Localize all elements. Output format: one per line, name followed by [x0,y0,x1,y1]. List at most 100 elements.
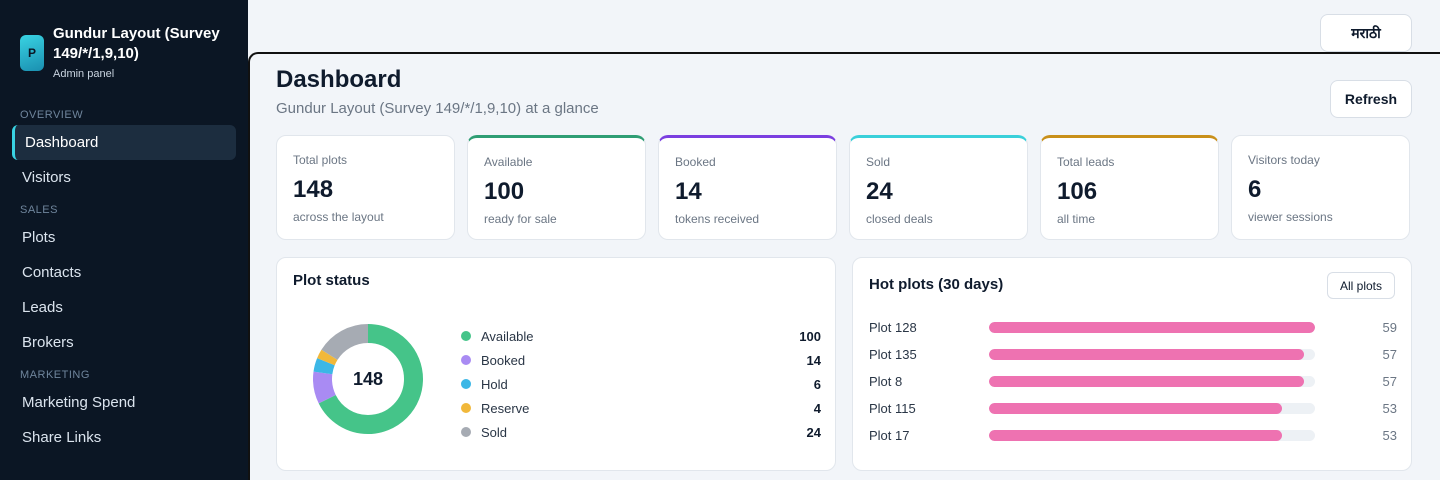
refresh-button[interactable]: Refresh [1330,80,1412,118]
legend-label: Available [481,328,534,344]
hot-plot-value: 57 [1382,374,1397,389]
sidebar-item-contacts[interactable]: Contacts [22,264,82,281]
nav-section-sales: Sales [20,204,58,216]
legend-label: Reserve [481,400,530,416]
legend-label: Hold [481,376,508,392]
hot-plot-row[interactable]: Plot 17 53 [869,422,1397,449]
brand-title: Gundur Layout (Survey 149/*/1,9,10) [53,25,220,62]
legend-dot [461,355,471,365]
sidebar-item-visitors[interactable]: Visitors [22,169,71,186]
stat-card-total-plots: Total plots 148 across the layout [276,135,455,240]
main-content: Dashboard Gundur Layout (Survey 149/*/1,… [248,52,1440,480]
brand-subtitle: Admin panel [53,68,115,80]
hot-plot-bar-track [989,376,1315,387]
hot-plot-row[interactable]: Plot 128 59 [869,314,1397,341]
hot-plot-value: 57 [1382,347,1397,362]
sidebar-item-leads[interactable]: Leads [22,299,63,316]
stat-value: 6 [1248,176,1262,203]
legend-dot [461,403,471,413]
hot-plot-row[interactable]: Plot 115 53 [869,395,1397,422]
hot-plot-row[interactable]: Plot 8 57 [869,368,1397,395]
plot-status-legend: Available 100 Booked 14 Hold 6 Reserve 4… [461,324,821,444]
sidebar-item-brokers[interactable]: Brokers [22,334,74,351]
sidebar-item-share-links[interactable]: Share Links [22,429,102,446]
panel-title: Hot plots (30 days) [869,276,1004,293]
hot-plot-bar [989,430,1282,441]
hot-plot-bar [989,403,1282,414]
sidebar-item-marketing-spend[interactable]: Marketing Spend [22,394,136,411]
legend-dot [461,427,471,437]
nav-section-overview: Overview [20,109,84,121]
hot-plot-row[interactable]: Plot 135 57 [869,341,1397,368]
stat-value: 100 [484,178,525,205]
sidebar: P Gundur Layout (Survey 149/*/1,9,10) Ad… [0,0,248,480]
stat-value: 14 [675,178,702,205]
stat-card-sold: Sold 24 closed deals [849,135,1028,240]
legend-dot [461,379,471,389]
hot-plots-list: Plot 128 59 Plot 135 57 Plot 8 57 Plot 1… [869,314,1397,449]
all-plots-button[interactable]: All plots [1327,272,1395,299]
stat-cards: Total plots 148 across the layout Availa… [276,135,1410,240]
hot-plot-name: Plot 128 [869,320,917,335]
stat-value: 148 [293,176,334,203]
language-toggle-button[interactable]: मराठी [1320,14,1412,52]
sidebar-item-dashboard[interactable]: Dashboard [12,125,236,160]
brand: P Gundur Layout (Survey 149/*/1,9,10) Ad… [0,0,248,80]
legend-row-sold: Sold 24 [461,420,821,444]
donut-slice-sold [313,324,423,434]
stat-value: 24 [866,178,893,205]
legend-value: 4 [813,400,821,416]
stat-note: viewer sessions [1248,210,1333,224]
sidebar-item-plots[interactable]: Plots [22,229,56,246]
stat-label: Booked [675,155,716,169]
donut-slice-booked [313,324,423,434]
plot-status-donut [313,324,423,434]
hot-plot-name: Plot 135 [869,347,917,362]
stat-note: all time [1057,212,1096,226]
panel-title: Plot status [293,272,370,289]
stat-label: Sold [866,155,891,169]
hot-plot-value: 53 [1382,428,1397,443]
legend-dot [461,331,471,341]
stat-label: Total leads [1057,155,1115,169]
page-title: Dashboard [276,66,402,93]
hot-plot-name: Plot 17 [869,428,910,443]
stat-card-available: Available 100 ready for sale [467,135,646,240]
page-subtitle: Gundur Layout (Survey 149/*/1,9,10) at a… [276,100,599,117]
hot-plot-bar-track [989,349,1315,360]
hot-plot-bar [989,322,1315,333]
hot-plot-bar [989,376,1304,387]
legend-value: 24 [806,424,821,440]
stat-label: Available [484,155,533,169]
stat-card-total-leads: Total leads 106 all time [1040,135,1219,240]
stat-value: 106 [1057,178,1098,205]
hot-plot-bar-track [989,403,1315,414]
plot-status-panel: Plot status 148 Available 100 Booked 14 … [276,257,836,471]
hot-plots-panel: Hot plots (30 days) All plots Plot 128 5… [852,257,1412,471]
brand-logo: P [20,35,44,71]
legend-row-reserve: Reserve 4 [461,396,821,420]
stat-note: closed deals [866,212,933,226]
hot-plot-value: 59 [1382,320,1397,335]
hot-plot-bar [989,349,1304,360]
hot-plot-name: Plot 8 [869,374,903,389]
legend-value: 14 [806,352,821,368]
hot-plot-value: 53 [1382,401,1397,416]
nav-section-marketing: Marketing [20,369,90,381]
stat-label: Visitors today [1248,153,1320,167]
donut-total: 148 [352,368,384,389]
stat-label: Total plots [293,153,348,167]
legend-value: 6 [813,376,821,392]
legend-label: Sold [481,424,508,440]
hot-plot-bar-track [989,430,1315,441]
hot-plot-name: Plot 115 [869,401,916,416]
stat-card-visitors-today: Visitors today 6 viewer sessions [1231,135,1410,240]
hot-plot-bar-track [989,322,1315,333]
stat-note: ready for sale [484,212,557,226]
stat-card-booked: Booked 14 tokens received [658,135,837,240]
legend-row-available: Available 100 [461,324,821,348]
stat-note: across the layout [293,210,384,224]
legend-label: Booked [481,352,526,368]
legend-value: 100 [799,328,821,344]
legend-row-booked: Booked 14 [461,348,821,372]
